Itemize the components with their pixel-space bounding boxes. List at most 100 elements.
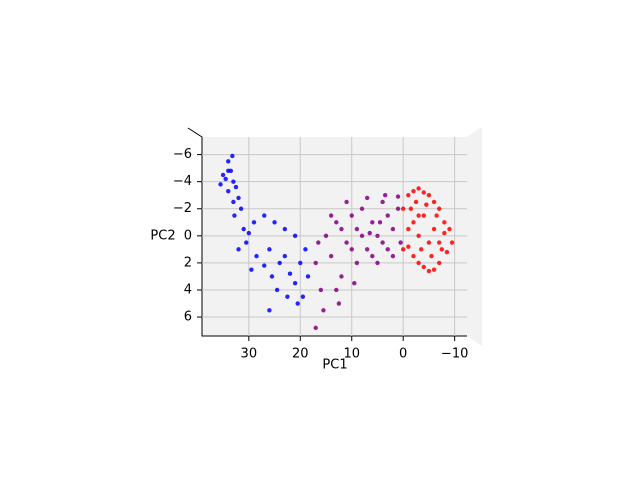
point — [377, 220, 383, 225]
point — [344, 199, 349, 205]
point — [400, 247, 406, 252]
point — [262, 263, 267, 268]
point — [352, 281, 357, 286]
point — [431, 226, 437, 232]
point — [274, 287, 280, 293]
point — [254, 253, 259, 259]
point — [292, 281, 298, 286]
point — [437, 240, 442, 245]
point — [287, 271, 293, 276]
x-tick-label: 10 — [343, 347, 360, 362]
point — [406, 244, 411, 249]
point — [226, 188, 231, 194]
point — [431, 267, 437, 272]
point — [339, 226, 344, 232]
point — [416, 260, 421, 266]
point — [328, 213, 334, 218]
x-tick-label: −10 — [441, 347, 468, 362]
x-tick-label: 0 — [399, 347, 407, 362]
point — [321, 308, 326, 313]
point — [375, 260, 380, 266]
point — [305, 274, 311, 279]
point — [408, 206, 414, 211]
x-axis-label: PC1 — [322, 358, 347, 373]
point — [421, 213, 426, 218]
point — [413, 199, 419, 205]
point — [323, 233, 329, 239]
point — [439, 247, 444, 252]
point — [390, 253, 396, 259]
point — [364, 247, 370, 252]
point — [390, 226, 396, 232]
y-tick-label: 6 — [184, 310, 192, 325]
point — [282, 253, 288, 259]
point — [344, 240, 349, 245]
point — [349, 213, 354, 218]
point — [249, 267, 254, 272]
point — [238, 206, 244, 211]
point — [395, 194, 401, 199]
point — [269, 274, 275, 279]
y-tick-label: 4 — [184, 282, 192, 297]
point — [262, 213, 267, 218]
point — [230, 153, 235, 159]
point — [398, 240, 403, 245]
y-tick-label: 0 — [184, 228, 192, 243]
point — [226, 159, 231, 164]
point — [380, 199, 385, 205]
y-tick-label: 2 — [184, 255, 192, 270]
point — [442, 230, 447, 236]
point — [220, 172, 226, 178]
point — [431, 199, 437, 205]
point — [349, 247, 354, 252]
point — [241, 226, 246, 232]
point — [298, 260, 303, 266]
point — [295, 301, 300, 306]
point — [416, 186, 421, 191]
point — [411, 188, 416, 194]
point — [244, 240, 249, 245]
point — [251, 220, 257, 225]
point — [437, 206, 442, 211]
point — [354, 260, 360, 266]
point — [226, 168, 231, 174]
point — [419, 247, 424, 252]
point — [437, 260, 442, 266]
point — [370, 220, 375, 225]
axis-frame — [187, 127, 467, 337]
point — [424, 202, 429, 207]
point — [300, 294, 306, 299]
point — [411, 253, 416, 259]
y-tick-label: −2 — [173, 201, 192, 216]
point — [421, 190, 426, 195]
point — [231, 199, 236, 205]
point — [334, 220, 339, 225]
point — [232, 213, 237, 218]
point — [395, 206, 401, 211]
point — [223, 176, 228, 182]
point — [385, 247, 390, 252]
point — [359, 233, 365, 239]
point — [426, 240, 432, 245]
point — [380, 240, 385, 245]
point — [233, 184, 239, 190]
point — [316, 240, 321, 245]
pane — [202, 127, 482, 346]
point — [385, 213, 390, 218]
point — [359, 206, 365, 211]
x-tick-label: 30 — [241, 347, 258, 362]
point — [339, 274, 344, 279]
point — [406, 193, 411, 198]
point — [447, 226, 452, 232]
point — [282, 226, 288, 232]
point — [444, 249, 450, 255]
point — [442, 220, 447, 225]
point — [426, 268, 432, 274]
point — [354, 226, 360, 232]
point — [328, 253, 334, 259]
point — [313, 325, 318, 331]
point — [285, 294, 290, 299]
point — [364, 195, 370, 201]
x-tick-label: 20 — [292, 347, 309, 362]
